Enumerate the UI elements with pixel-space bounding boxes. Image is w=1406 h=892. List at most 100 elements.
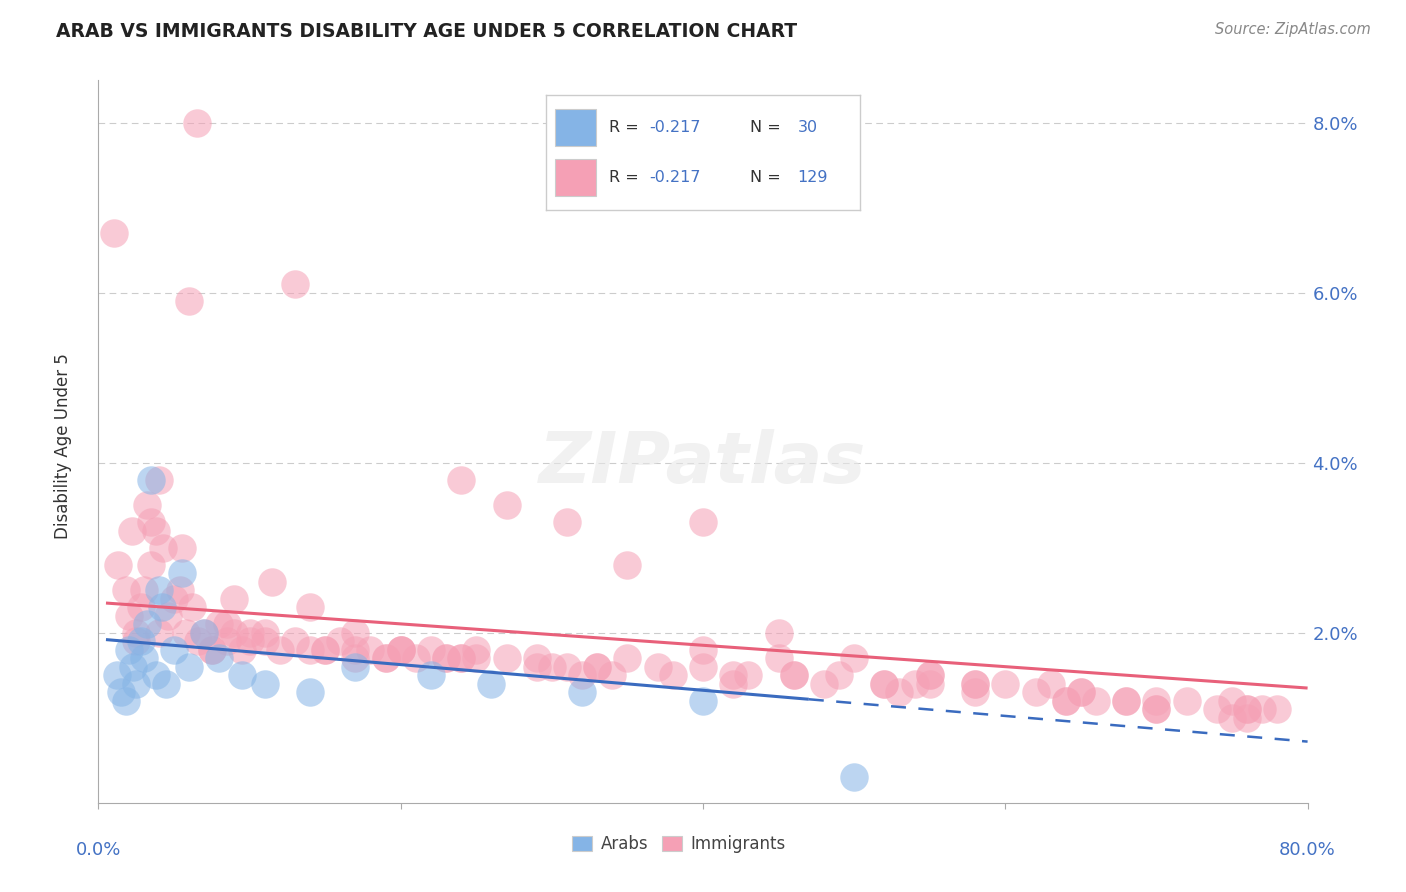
Point xyxy=(965,685,987,699)
Point xyxy=(186,116,208,130)
Point xyxy=(114,583,136,598)
Point xyxy=(224,625,246,640)
Point xyxy=(141,516,163,530)
Point xyxy=(193,625,215,640)
Point xyxy=(152,541,174,555)
Point xyxy=(844,651,866,665)
Point xyxy=(169,583,191,598)
Point xyxy=(1220,694,1243,708)
Point xyxy=(193,625,215,640)
Point xyxy=(465,642,488,657)
Point xyxy=(179,294,201,309)
Point xyxy=(344,660,367,674)
Point xyxy=(965,677,987,691)
Point xyxy=(873,677,896,691)
Point xyxy=(768,625,790,640)
Point xyxy=(170,541,193,555)
Point xyxy=(616,558,638,572)
Point xyxy=(224,591,246,606)
Point xyxy=(103,227,125,241)
Point xyxy=(239,634,262,648)
Point xyxy=(344,642,367,657)
Point xyxy=(813,677,835,691)
Point xyxy=(873,677,896,691)
Point xyxy=(918,668,941,682)
Point xyxy=(526,651,548,665)
Point xyxy=(692,516,714,530)
Point xyxy=(434,651,457,665)
Point xyxy=(586,660,609,674)
Point xyxy=(122,660,145,674)
Point xyxy=(125,625,148,640)
Point xyxy=(163,642,186,657)
Point xyxy=(405,651,427,665)
Point xyxy=(179,660,201,674)
Point xyxy=(284,634,307,648)
Point xyxy=(555,516,578,530)
Point xyxy=(1115,694,1137,708)
Point xyxy=(540,660,562,674)
Point xyxy=(141,473,163,487)
Text: ARAB VS IMMIGRANTS DISABILITY AGE UNDER 5 CORRELATION CHART: ARAB VS IMMIGRANTS DISABILITY AGE UNDER … xyxy=(56,22,797,41)
Point xyxy=(314,642,336,657)
Point xyxy=(844,770,866,784)
Point xyxy=(389,642,412,657)
Point xyxy=(1085,694,1108,708)
Point xyxy=(1220,711,1243,725)
Point xyxy=(1146,702,1168,716)
Point xyxy=(783,668,806,682)
Point xyxy=(110,685,132,699)
Point xyxy=(269,642,291,657)
Point xyxy=(135,617,157,632)
Point xyxy=(118,642,141,657)
Point xyxy=(692,660,714,674)
Point xyxy=(450,473,472,487)
Point xyxy=(118,608,141,623)
Point xyxy=(141,558,163,572)
Point xyxy=(132,651,155,665)
Point xyxy=(107,558,129,572)
Point xyxy=(121,524,143,538)
Point xyxy=(253,625,276,640)
Point xyxy=(148,625,170,640)
Point xyxy=(132,583,155,598)
Point xyxy=(201,642,224,657)
Point xyxy=(148,473,170,487)
Point xyxy=(125,634,148,648)
Point xyxy=(253,677,276,691)
Point xyxy=(481,677,503,691)
Point xyxy=(1251,702,1274,716)
Point xyxy=(389,642,412,657)
Point xyxy=(768,651,790,665)
Point xyxy=(135,498,157,512)
Point xyxy=(994,677,1017,691)
Point xyxy=(737,668,759,682)
Point xyxy=(571,668,593,682)
Point xyxy=(201,642,224,657)
Point xyxy=(239,625,262,640)
Point xyxy=(1039,677,1062,691)
Point xyxy=(692,642,714,657)
Point xyxy=(904,677,927,691)
Point xyxy=(1236,711,1258,725)
Point xyxy=(495,651,517,665)
Point xyxy=(114,694,136,708)
Point xyxy=(389,642,412,657)
Text: 80.0%: 80.0% xyxy=(1279,841,1336,859)
Point xyxy=(1024,685,1046,699)
Point xyxy=(284,277,307,292)
Point xyxy=(465,651,488,665)
Point xyxy=(692,694,714,708)
Point xyxy=(155,677,177,691)
Text: ZIPatlas: ZIPatlas xyxy=(540,429,866,498)
Point xyxy=(374,651,396,665)
Point xyxy=(1054,694,1077,708)
Point xyxy=(156,608,179,623)
Point xyxy=(329,634,352,648)
Point xyxy=(420,668,443,682)
Point xyxy=(1070,685,1092,699)
Point xyxy=(150,600,173,615)
Point xyxy=(314,642,336,657)
Point xyxy=(723,668,745,682)
Point xyxy=(450,651,472,665)
